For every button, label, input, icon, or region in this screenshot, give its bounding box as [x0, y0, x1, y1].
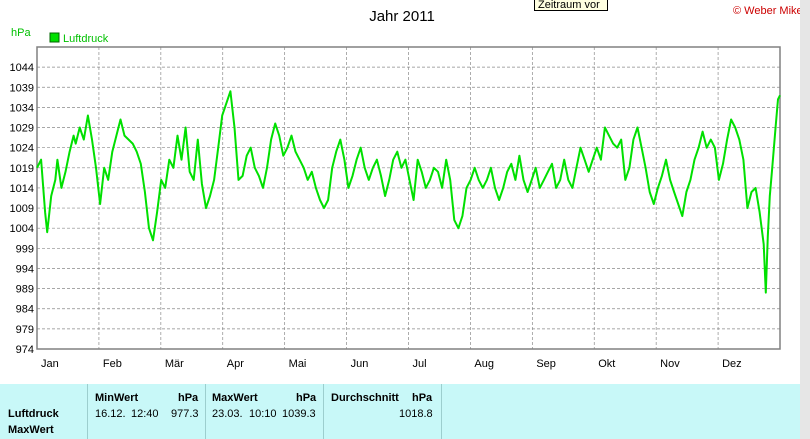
series-layer	[36, 90, 781, 294]
y-tick-label: 1024	[10, 143, 34, 155]
y-tick-label: 979	[16, 324, 34, 336]
max-unit: hPa	[296, 392, 317, 404]
chart-title: Jahr 2011	[369, 8, 435, 25]
x-tick-label: Jan	[41, 358, 59, 370]
column-divider	[87, 384, 88, 439]
pressure-chart: Jahr 2011 hPa Luftdruck 9749799849899949…	[10, 8, 781, 370]
x-tick-label: Feb	[103, 358, 122, 370]
y-tick-label: 989	[16, 284, 34, 296]
y-axis-ticks: 974 979 984 989 994 999 1004 1009 1014 1019 1024 10…	[10, 62, 34, 356]
plot-frame	[36, 46, 781, 350]
row-label-luftdruck: Luftdruck	[8, 408, 59, 420]
max-date: 23.03.	[212, 408, 243, 420]
window-edge	[800, 0, 810, 439]
y-tick-label: 1014	[10, 183, 34, 195]
max-value: 1039.3	[282, 408, 316, 420]
min-time: 12:40	[131, 408, 159, 420]
copyright-label: © Weber Mike	[733, 5, 803, 17]
x-tick-label: Jun	[351, 358, 369, 370]
column-divider	[441, 384, 442, 439]
x-tick-label: Aug	[474, 358, 494, 370]
stats-panel: Luftdruck MaxWert MinWert hPa 16.12. 12:…	[0, 384, 800, 439]
x-tick-label: Nov	[660, 358, 680, 370]
y-tick-label: 1004	[10, 223, 34, 235]
y-tick-label: 1019	[10, 163, 34, 175]
x-tick-label: Jul	[413, 358, 427, 370]
legend-swatch	[49, 32, 60, 43]
y-axis-unit-label: hPa	[11, 27, 31, 39]
column-divider	[205, 384, 206, 439]
x-tick-label: Dez	[722, 358, 742, 370]
min-unit: hPa	[178, 392, 199, 404]
min-header: MinWert	[95, 392, 139, 404]
column-divider	[323, 384, 324, 439]
x-tick-label: Apr	[227, 358, 244, 370]
y-tick-label: 1039	[10, 82, 34, 94]
x-tick-label: Sep	[536, 358, 556, 370]
max-time: 10:10	[249, 408, 277, 420]
min-date: 16.12.	[95, 408, 126, 420]
legend-label: Luftdruck	[63, 33, 109, 45]
y-tick-label: 1044	[10, 62, 34, 74]
avg-value: 1018.8	[399, 408, 433, 420]
y-tick-label: 1034	[10, 102, 34, 114]
x-tick-label: Mär	[165, 358, 184, 370]
series-line-luftdruck	[36, 90, 781, 294]
x-tick-label: Okt	[598, 358, 615, 370]
x-tick-label: Mai	[289, 358, 307, 370]
y-tick-label: 1009	[10, 203, 34, 215]
y-tick-label: 974	[16, 344, 34, 356]
y-tick-label: 984	[16, 304, 34, 316]
row-label-maxwert: MaxWert	[8, 424, 54, 436]
y-tick-label: 999	[16, 243, 34, 255]
x-axis-ticks: Jan Feb Mär Apr Mai Jun Jul Aug Sep Okt Nov Dez	[41, 358, 742, 370]
y-tick-label: 994	[16, 263, 34, 275]
grid	[37, 47, 780, 350]
avg-unit: hPa	[412, 392, 433, 404]
y-tick-label: 1029	[10, 123, 34, 135]
min-value: 977.3	[171, 408, 199, 420]
tooltip: Zeitraum vor	[534, 0, 608, 11]
avg-header: Durchschnitt	[331, 392, 399, 404]
max-header: MaxWert	[212, 392, 258, 404]
